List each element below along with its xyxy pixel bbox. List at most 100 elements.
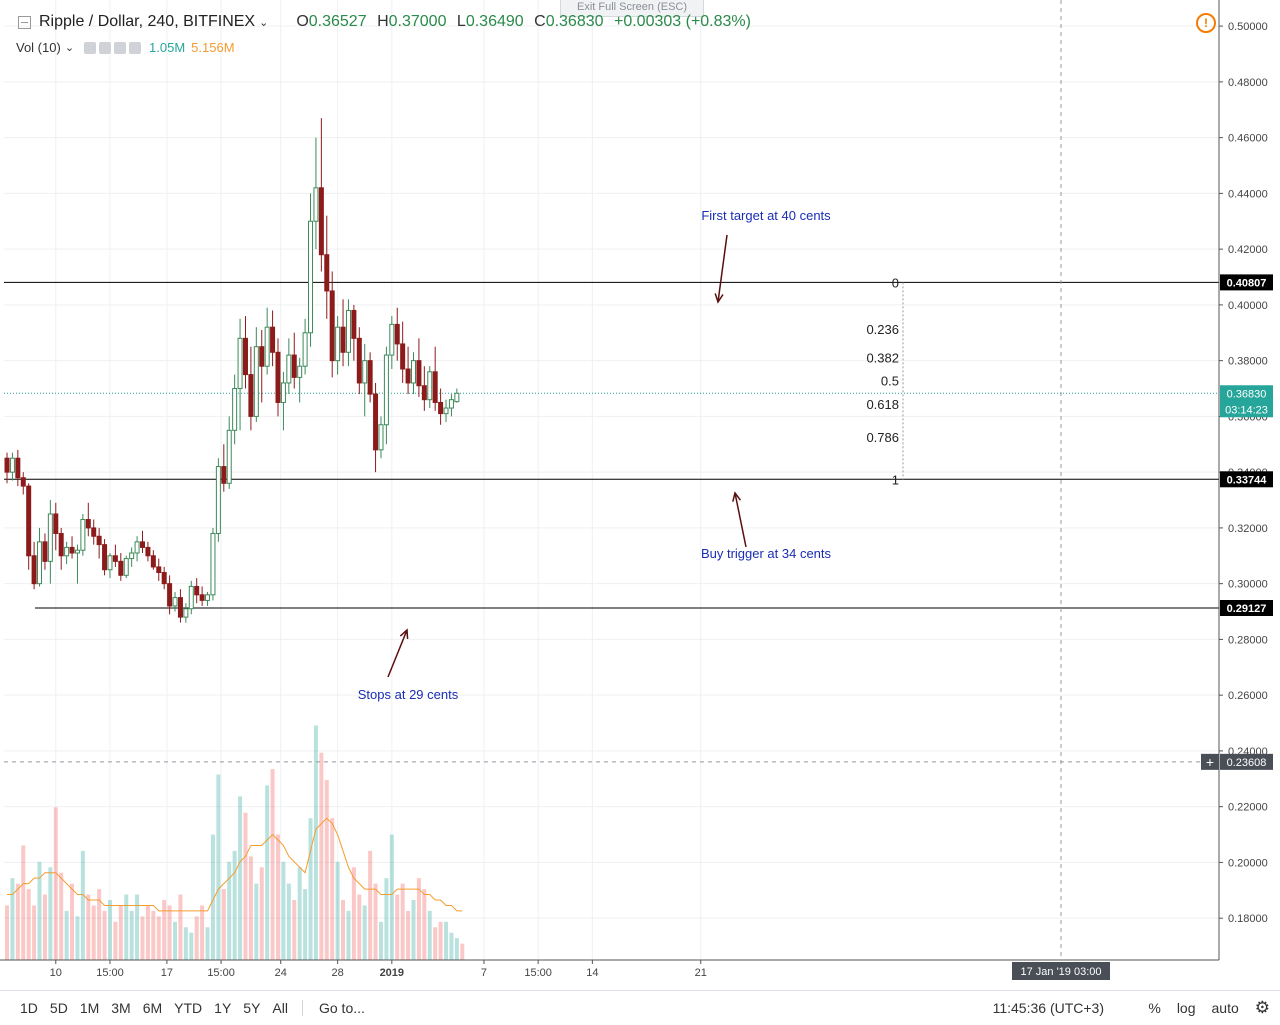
range-button-all[interactable]: All [272, 1000, 288, 1016]
symbol-title[interactable]: Ripple / Dollar, 240, BITFINEX [39, 13, 256, 30]
volume-bar [411, 900, 416, 960]
range-button-3m[interactable]: 3M [111, 1000, 131, 1016]
percent-toggle[interactable]: % [1148, 1000, 1161, 1016]
volume-bar [145, 905, 150, 960]
candle-body [140, 541, 145, 548]
chart-header: Ripple / Dollar, 240, BITFINEX ⌄ O0.3652… [0, 8, 757, 36]
alert-icon[interactable]: ! [1196, 13, 1216, 33]
close-value: 0.36830 [545, 13, 604, 30]
log-toggle[interactable]: log [1176, 1000, 1196, 1016]
volume-bar [449, 932, 454, 960]
price-tick-label: 0.42000 [1228, 244, 1268, 256]
high-value: 0.37000 [388, 13, 447, 30]
volume-bar [232, 850, 237, 960]
low-value: 0.36490 [465, 13, 524, 30]
fib-level-label: 1 [892, 472, 899, 487]
volume-bar [97, 889, 102, 960]
volume-label[interactable]: Vol (10) [16, 40, 61, 55]
volume-bar [416, 878, 421, 960]
candle-body [69, 546, 75, 554]
ohlc-values: O0.36527 H0.37000 L0.36490 C0.36830 +0.0… [296, 13, 757, 31]
fib-level-label: 0.618 [866, 397, 899, 412]
candle-body [210, 532, 216, 596]
volume-bar [427, 910, 432, 960]
price-tick-label: 0.26000 [1228, 690, 1268, 702]
candle-body [264, 326, 270, 367]
candle-body [286, 354, 292, 384]
volume-bar [438, 921, 443, 960]
candle-body [177, 597, 183, 618]
candle-body [123, 558, 129, 576]
candlestick-chart[interactable]: 0 0.236 0.382 0.5 0.618 0.786 1 First target at… [0, 0, 1280, 990]
volume-bar [37, 861, 42, 960]
annotation-text: Buy trigger at 34 cents [701, 546, 832, 561]
volume-bar [227, 861, 232, 960]
collapse-legend-icon[interactable] [18, 15, 31, 29]
chevron-down-icon[interactable]: ⌄ [64, 42, 75, 54]
range-button-1y[interactable]: 1Y [214, 1000, 232, 1016]
volume-bar [281, 861, 286, 960]
time-tick-label: 15:00 [524, 967, 552, 979]
volume-bar [10, 878, 15, 960]
volume-ma-line [7, 817, 463, 912]
range-button-5y[interactable]: 5Y [243, 1000, 261, 1016]
clock[interactable]: 11:45:36 (UTC+3) [992, 1000, 1104, 1016]
candle-body [324, 254, 330, 292]
candle-body [42, 541, 48, 562]
candle-body [215, 466, 221, 534]
candle-body [26, 485, 32, 557]
volume-legend: Vol (10) ⌄ 1.05M 5.156M [16, 40, 235, 55]
exit-fullscreen-hint[interactable]: Exit Full Screen (ESC) [560, 0, 704, 17]
level-price-label: 0.29127 [1227, 603, 1267, 615]
crosshair-time-label: 17 Jan '19 03:00 [1020, 966, 1101, 978]
time-tick-label: 21 [695, 967, 707, 979]
volume-bar [107, 900, 112, 960]
candle-body [438, 401, 444, 415]
gear-icon[interactable]: ⚙ [1254, 998, 1270, 1017]
settings-icon[interactable] [99, 41, 112, 54]
price-tick-label: 0.46000 [1228, 133, 1268, 145]
price-tick-label: 0.30000 [1228, 579, 1268, 591]
candle-body [37, 541, 43, 585]
candle-body [20, 477, 26, 487]
volume-bar [140, 916, 145, 960]
volume-bar [259, 867, 264, 960]
add-icon[interactable] [114, 41, 127, 54]
candle-body [270, 326, 276, 353]
volume-bar [70, 883, 75, 960]
candle-body [291, 354, 297, 378]
volume-bar [151, 910, 156, 960]
eye-icon[interactable] [84, 41, 97, 54]
range-button-5d[interactable]: 5D [49, 1000, 68, 1016]
time-tick-label: 15:00 [207, 967, 235, 979]
close-icon[interactable] [129, 41, 142, 54]
candle-body [302, 332, 308, 367]
candle-body [275, 351, 281, 403]
time-tick-label: 15:00 [96, 967, 124, 979]
volume-bar [362, 905, 367, 960]
price-tick-label: 0.50000 [1228, 21, 1268, 33]
range-button-6m[interactable]: 6M [142, 1000, 163, 1016]
volume-bar [243, 812, 248, 960]
goto-button[interactable]: Go to... [301, 1000, 365, 1016]
volume-bar [248, 856, 253, 960]
level-price-label: 0.40807 [1227, 277, 1267, 289]
last-price-label: 0.36830 [1227, 388, 1267, 400]
range-button-1m[interactable]: 1M [79, 1000, 100, 1016]
price-tick-label: 0.44000 [1228, 188, 1268, 200]
auto-toggle[interactable]: auto [1211, 1000, 1239, 1016]
time-tick-label: 14 [586, 967, 598, 979]
time-tick-label: 24 [275, 967, 287, 979]
arrow-first-target [717, 234, 728, 303]
volume-bar [53, 807, 58, 960]
range-button-1d[interactable]: 1D [20, 1000, 38, 1016]
range-button-ytd[interactable]: YTD [174, 1000, 203, 1016]
volume-bar [313, 725, 318, 960]
candle-body [167, 583, 173, 607]
candle-body [118, 560, 124, 576]
volume-bar [59, 872, 64, 960]
chevron-down-icon[interactable]: ⌄ [259, 16, 269, 29]
candle-body [351, 309, 357, 339]
candle-body [112, 555, 118, 562]
candle-body [221, 466, 227, 484]
